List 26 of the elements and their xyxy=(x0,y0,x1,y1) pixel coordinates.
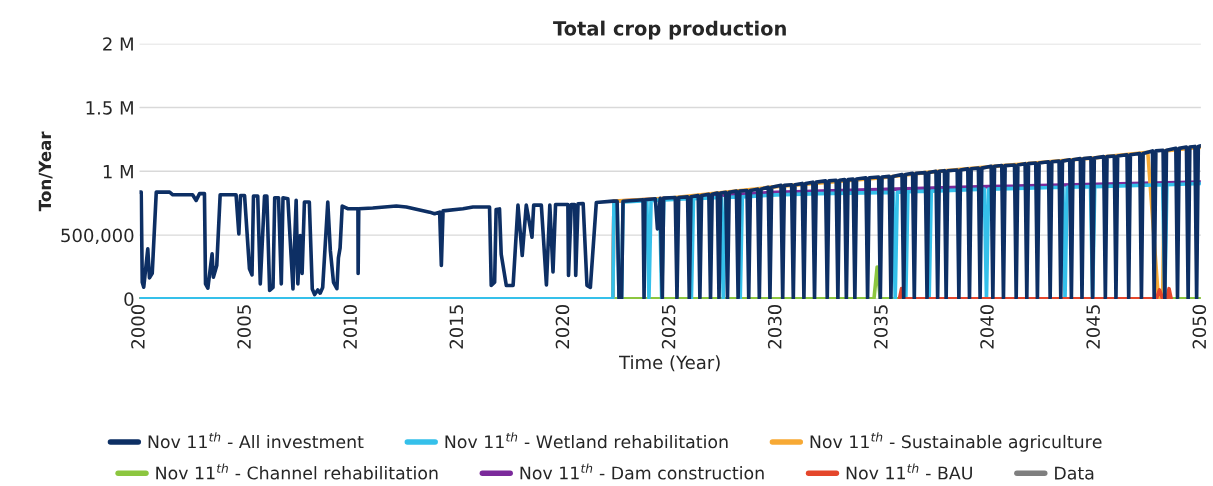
x-tick-label: 2005 xyxy=(237,305,251,349)
x-tick-label: 2020 xyxy=(555,304,570,349)
x-tick-label: 2015 xyxy=(449,305,464,349)
y-axis-title: Ton/Year xyxy=(38,131,53,212)
x-tick-label: 2045 xyxy=(1086,305,1100,349)
x-axis-title: Time (Year) xyxy=(619,355,720,372)
x-tick-label: 2040 xyxy=(980,304,994,349)
x-tick-label: 2025 xyxy=(661,305,676,349)
y-tick-label: 500,000 xyxy=(61,228,134,245)
legend-label: Nov 11$^{th}$ - Channel rehabilitation xyxy=(156,463,438,480)
y-tick-label: 0 xyxy=(124,292,134,307)
x-tick-label: 2030 xyxy=(767,304,782,349)
x-tick-label: 2050 xyxy=(1192,304,1207,349)
y-tick-label: 2 M xyxy=(103,37,133,51)
y-tick-label: 1.5 M xyxy=(86,101,133,115)
x-tick-label: 2010 xyxy=(343,304,358,349)
legend-label: Nov 11$^{th}$ - BAU xyxy=(846,463,972,480)
y-tick-label: 1 M xyxy=(103,165,133,179)
legend-label: Nov 11$^{th}$ - All investment xyxy=(148,432,364,449)
chart-title: Total crop production xyxy=(553,20,786,40)
legend-label: Nov 11$^{th}$ - Dam construction xyxy=(520,463,764,480)
x-tick-label: 2000 xyxy=(131,304,145,349)
legend-label: Nov 11$^{th}$ - Sustainable agriculture xyxy=(810,432,1102,452)
x-tick-label: 2035 xyxy=(874,305,888,349)
legend-label: Nov 11$^{th}$ - Wetland rehabilitation xyxy=(445,432,728,449)
legend-label: Data xyxy=(1055,466,1094,480)
